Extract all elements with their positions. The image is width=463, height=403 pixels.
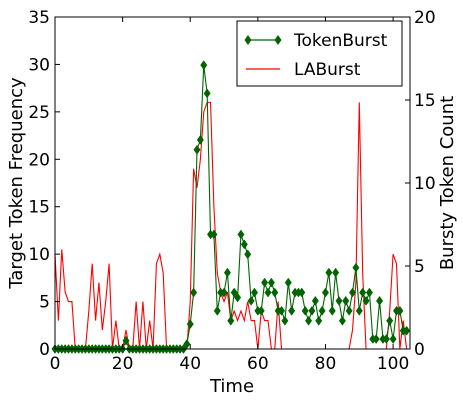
y-tick-label-right: 20: [414, 8, 436, 28]
series-marker-tokenburst: [389, 334, 397, 344]
legend-marker-tokenburst: [244, 35, 282, 45]
series-marker-tokenburst: [271, 287, 279, 298]
y-axis-label-right: Bursty Token Count: [437, 96, 458, 270]
y-tick-label-left: 10: [28, 245, 50, 265]
series-marker-tokenburst: [278, 305, 286, 316]
series-marker-tokenburst: [210, 229, 218, 240]
series-marker-tokenburst: [311, 295, 319, 306]
series-marker-tokenburst: [342, 295, 350, 306]
series-marker-tokenburst: [261, 277, 269, 288]
y-tick-label-left: 25: [28, 103, 50, 123]
series-marker-tokenburst: [203, 88, 211, 99]
y-axis-label-left: Target Token Frequency: [6, 77, 27, 290]
series-marker-tokenburst: [382, 334, 390, 344]
series-marker-tokenburst: [362, 295, 370, 306]
series-marker-tokenburst: [257, 305, 265, 316]
x-tick-label: 60: [247, 354, 269, 374]
series-marker-tokenburst: [349, 287, 357, 298]
legend-label-laburst: LABurst: [294, 60, 361, 80]
series-marker-tokenburst: [335, 295, 343, 306]
series-marker-tokenburst: [325, 267, 333, 278]
y-tick-label-left: 20: [28, 150, 50, 170]
series-marker-tokenburst: [403, 325, 411, 336]
series-marker-tokenburst: [318, 305, 326, 316]
series-layer: [51, 60, 411, 354]
series-marker-tokenburst: [223, 267, 231, 278]
series-marker-tokenburst: [305, 315, 313, 326]
series-marker-tokenburst: [213, 305, 221, 316]
series-marker-tokenburst: [193, 144, 201, 155]
series-marker-tokenburst: [332, 267, 340, 278]
series-marker-tokenburst: [230, 287, 238, 298]
y-tick-label-left: 0: [39, 340, 50, 360]
series-marker-tokenburst: [220, 287, 228, 298]
series-marker-tokenburst: [122, 335, 130, 346]
x-tick-label: 40: [179, 354, 201, 374]
series-marker-tokenburst: [284, 277, 292, 288]
x-tick-label: 0: [50, 354, 61, 374]
y-tick-label-right: 15: [414, 91, 436, 111]
series-marker-tokenburst: [338, 315, 346, 326]
y-tick-label-left: 15: [28, 198, 50, 218]
series-marker-tokenburst: [396, 305, 404, 316]
legend-box: [236, 20, 403, 87]
series-marker-tokenburst: [301, 305, 309, 316]
series-marker-tokenburst: [281, 315, 289, 326]
series-marker-tokenburst: [227, 315, 235, 326]
series-marker-tokenburst: [244, 249, 252, 260]
series-marker-tokenburst: [321, 287, 329, 298]
series-marker-tokenburst: [376, 295, 384, 306]
series-marker-tokenburst: [386, 315, 394, 326]
series-marker-tokenburst: [190, 287, 198, 298]
y-tick-label-right: 0: [414, 340, 425, 360]
series-marker-tokenburst: [298, 287, 306, 298]
series-marker-tokenburst: [186, 319, 194, 330]
series-marker-tokenburst: [328, 305, 336, 316]
series-marker-tokenburst: [240, 239, 248, 250]
y-tick-label-left: 30: [28, 55, 50, 75]
x-tick-label: 100: [377, 354, 409, 374]
legend-label-tokenburst: TokenBurst: [293, 31, 388, 51]
y-tick-label-right: 5: [414, 257, 425, 277]
series-marker-tokenburst: [345, 305, 353, 316]
y-tick-label-left: 5: [39, 293, 50, 313]
series-marker-tokenburst: [372, 334, 380, 344]
series-marker-tokenburst: [352, 262, 360, 273]
x-tick-label: 20: [112, 354, 134, 374]
series-marker-tokenburst: [234, 292, 242, 303]
series-marker-tokenburst: [359, 287, 367, 298]
series-marker-tokenburst: [264, 287, 272, 298]
series-marker-tokenburst: [267, 277, 275, 288]
series-marker-tokenburst: [250, 287, 258, 298]
x-tick-label: 80: [315, 354, 337, 374]
series-marker-tokenburst: [200, 60, 208, 71]
legend: TokenBurst LABurst: [236, 20, 403, 87]
series-marker-tokenburst: [355, 305, 363, 316]
y-tick-label-right: 10: [414, 174, 436, 194]
series-marker-tokenburst: [247, 295, 255, 306]
series-marker-tokenburst: [288, 305, 296, 316]
series-line-laburst: [54, 101, 408, 350]
x-axis-label: Time: [209, 376, 254, 397]
series-marker-tokenburst: [308, 305, 316, 316]
series-marker-tokenburst: [196, 134, 204, 145]
series-marker-tokenburst: [237, 229, 245, 240]
y-tick-label-left: 35: [28, 8, 50, 28]
series-marker-tokenburst: [315, 315, 323, 326]
series-marker-tokenburst: [365, 287, 373, 298]
